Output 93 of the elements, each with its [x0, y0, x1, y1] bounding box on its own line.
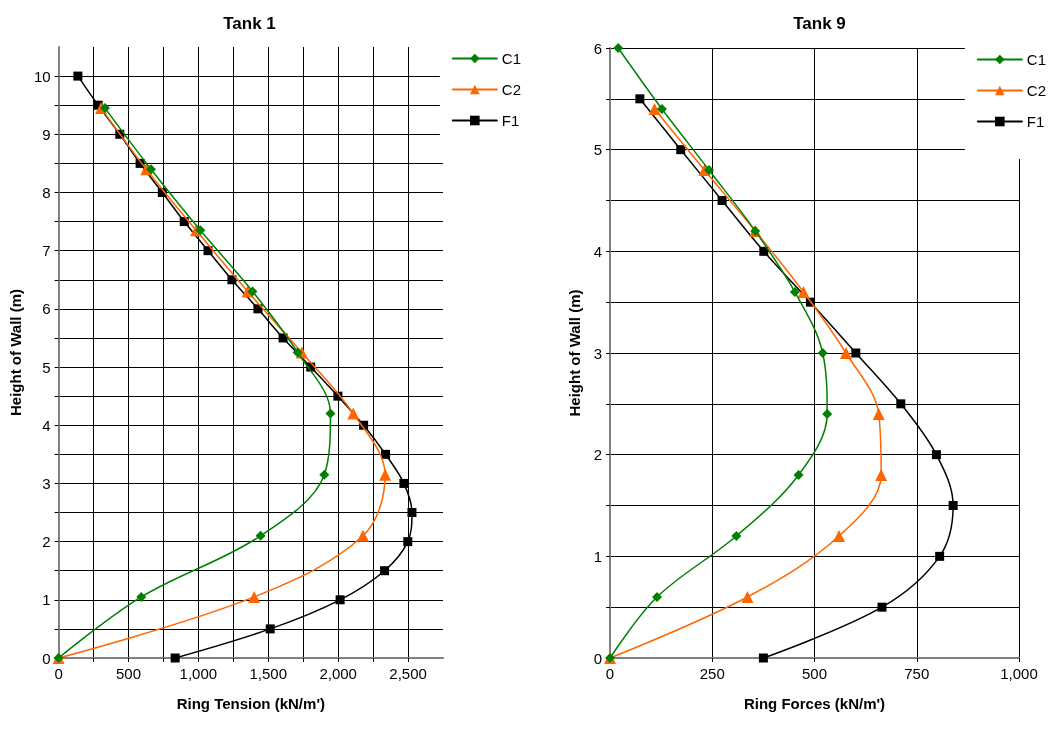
y-tick-label: 0 — [593, 649, 602, 667]
y-tick-label: 3 — [42, 474, 51, 492]
point — [656, 104, 667, 114]
y-tick-label: 6 — [593, 39, 602, 57]
point — [676, 145, 686, 155]
point — [255, 530, 266, 541]
x-axis-title: Ring Tension (kN/m') — [176, 695, 325, 712]
point — [839, 347, 852, 359]
point — [227, 275, 237, 285]
point — [325, 408, 336, 419]
point — [356, 529, 369, 542]
x-tick-label: 0 — [605, 665, 615, 682]
x-tick-label: 2,500 — [389, 665, 427, 682]
point — [335, 595, 345, 605]
point — [896, 399, 906, 409]
x-tick-label: 250 — [699, 665, 725, 682]
point — [741, 591, 754, 603]
point — [247, 286, 258, 297]
point — [613, 43, 624, 53]
x-tick-label: 500 — [115, 665, 141, 682]
y-tick-label: 10 — [33, 67, 51, 85]
x-tick-label: 1,500 — [249, 665, 288, 682]
chart-title: Tank 9 — [793, 14, 846, 33]
y-tick-label: 3 — [593, 344, 602, 362]
point — [759, 246, 769, 256]
y-axis-title: Height of Wall (m) — [7, 289, 24, 416]
point — [833, 530, 846, 542]
point — [73, 71, 83, 81]
y-tick-label: 5 — [42, 358, 51, 376]
point — [265, 624, 275, 634]
point — [731, 531, 742, 541]
y-tick-label: 1 — [42, 591, 51, 609]
point — [797, 286, 810, 298]
chart-title: Tank 1 — [223, 14, 276, 33]
x-axis-title: Ring Forces (kN/m') — [743, 695, 886, 712]
legend-label: C2 — [501, 81, 522, 98]
x-tick-label: 1,000 — [1000, 665, 1038, 682]
point — [380, 566, 390, 576]
point — [381, 449, 391, 459]
point — [789, 287, 800, 297]
y-axis-title: Height of Wall (m) — [566, 289, 583, 417]
point — [99, 103, 110, 114]
point — [379, 468, 392, 481]
point — [292, 347, 303, 358]
point — [931, 450, 941, 460]
legend-label: C1 — [501, 50, 522, 67]
point — [652, 592, 663, 602]
point — [817, 348, 828, 358]
point — [145, 164, 156, 175]
x-tick-label: 750 — [904, 665, 930, 682]
point — [347, 407, 360, 420]
point — [822, 409, 833, 419]
point — [407, 508, 417, 518]
point — [703, 165, 714, 175]
point — [935, 551, 945, 561]
point — [851, 348, 861, 358]
legend-label: C2 — [1026, 82, 1047, 99]
point — [717, 196, 727, 205]
point — [648, 103, 661, 115]
point — [195, 225, 206, 236]
point — [253, 304, 263, 314]
y-tick-label: 0 — [42, 649, 51, 667]
y-tick-label: 1 — [593, 547, 602, 565]
point — [948, 501, 958, 510]
y-tick-label: 4 — [593, 242, 602, 260]
point — [758, 653, 768, 663]
point — [170, 653, 180, 663]
point — [875, 469, 888, 481]
y-tick-label: 5 — [593, 141, 602, 159]
point — [872, 408, 885, 420]
point — [635, 94, 645, 104]
point — [179, 217, 189, 227]
y-tick-label: 4 — [42, 416, 51, 434]
point — [319, 469, 330, 480]
legend-label: C1 — [1026, 51, 1047, 68]
legend-label: F1 — [501, 112, 520, 129]
y-tick-label: 6 — [42, 300, 51, 318]
x-tick-label: 0 — [54, 665, 63, 682]
y-tick-label: 7 — [42, 242, 51, 260]
point — [399, 478, 409, 488]
y-tick-label: 8 — [42, 183, 51, 201]
x-tick-label: 500 — [801, 665, 828, 682]
point — [877, 602, 887, 612]
y-tick-label: 9 — [42, 125, 51, 143]
y-tick-label: 2 — [42, 533, 51, 551]
y-tick-label: 2 — [593, 446, 602, 464]
point — [248, 590, 261, 603]
x-tick-label: 2,000 — [319, 665, 357, 682]
point — [136, 591, 147, 602]
legend-label: F1 — [1026, 113, 1045, 130]
point — [403, 537, 413, 547]
point — [793, 470, 804, 480]
x-tick-label: 1,000 — [179, 665, 218, 682]
